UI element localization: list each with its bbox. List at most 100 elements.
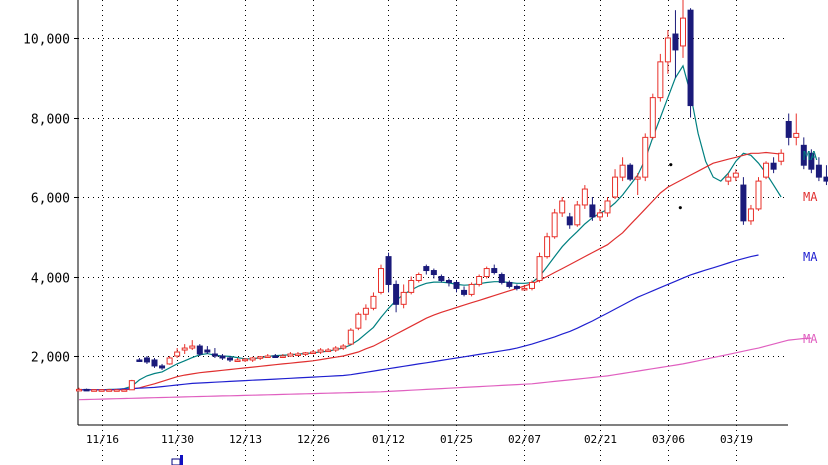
candlestick — [657, 53, 664, 102]
candlestick — [294, 352, 301, 357]
x-tick-label: 01/12 — [372, 433, 405, 446]
bottom-axis-marker — [171, 455, 183, 465]
candlestick — [551, 208, 558, 239]
ma-line — [79, 151, 782, 391]
candlestick — [272, 354, 279, 358]
candlestick — [589, 197, 596, 221]
candlestick — [491, 264, 498, 275]
candlestick — [83, 388, 90, 392]
candlestick — [317, 348, 324, 355]
candlestick — [574, 200, 581, 227]
x-tick-label: 01/25 — [440, 433, 473, 446]
candlestick — [211, 348, 218, 358]
candlestick — [113, 388, 120, 392]
ma-line — [79, 64, 782, 391]
candlestick — [408, 276, 415, 295]
candlestick — [596, 208, 603, 221]
candlestick — [279, 354, 286, 358]
candlestick — [189, 340, 196, 351]
candlestick — [151, 357, 158, 368]
y-tick-label: 8,000 — [31, 113, 70, 128]
candlestick — [740, 177, 747, 225]
candlestick — [76, 387, 82, 392]
candlestick — [400, 284, 407, 309]
candlestick — [385, 252, 392, 293]
candlestick — [793, 113, 800, 146]
x-tick-label: 12/13 — [229, 433, 262, 446]
ma-legend-label: MA — [803, 190, 818, 204]
candlestick — [604, 197, 611, 217]
candlestick — [815, 157, 822, 182]
candlestick — [415, 272, 422, 283]
candlesticks — [76, 0, 828, 392]
candlestick — [800, 137, 807, 170]
candlestick — [664, 30, 671, 74]
indicator-mark: ∙ — [677, 201, 684, 214]
candlestick — [747, 204, 754, 225]
candlestick — [770, 157, 777, 174]
candlestick — [498, 272, 505, 285]
candlestick — [340, 344, 347, 351]
candlestick — [559, 197, 566, 217]
y-tick-label: 4,000 — [31, 272, 70, 287]
candlestick — [332, 346, 339, 353]
candlestick — [242, 357, 249, 362]
candlestick — [642, 133, 649, 182]
candlestick — [544, 232, 551, 259]
candlestick — [468, 282, 475, 297]
candlestick — [823, 165, 828, 186]
ma-line — [79, 254, 759, 391]
y-axis: 2,000 4,000 6,000 8,000 10,000 — [23, 0, 79, 425]
y-tick-label: 6,000 — [31, 192, 70, 207]
candlestick — [257, 356, 264, 360]
candlestick — [430, 268, 437, 279]
candlestick — [423, 264, 430, 275]
chart-gridlines — [78, 0, 788, 465]
ma-legend-label: MA — [803, 149, 818, 163]
candlestick — [325, 348, 332, 353]
indicator-mark: ∙ — [667, 158, 674, 171]
candlestick — [529, 280, 535, 291]
candlestick — [521, 286, 528, 291]
candlestick — [732, 169, 739, 182]
candlestick — [196, 344, 203, 356]
candlestick — [91, 388, 98, 392]
candlestick — [264, 354, 271, 358]
candlestick — [234, 357, 241, 362]
candlestick — [121, 388, 128, 392]
x-tick-label: 02/21 — [584, 433, 617, 446]
candlestick — [362, 304, 369, 321]
candlestick — [672, 10, 679, 78]
x-tick-label: 03/19 — [720, 433, 753, 446]
candlestick — [378, 264, 384, 295]
indicator-markers: ∙∙ — [667, 158, 683, 214]
moving-average-lines — [78, 64, 812, 401]
candlestick — [536, 252, 543, 283]
candlestick — [725, 173, 732, 186]
candlestick — [287, 352, 294, 357]
candlestick — [763, 161, 770, 180]
candlestick — [106, 388, 113, 392]
candlestick — [128, 379, 135, 391]
x-tick-label: 12/26 — [297, 433, 330, 446]
candlestick — [445, 278, 452, 287]
candlestick — [219, 354, 226, 360]
ma-legend-label: MA — [803, 250, 818, 264]
candlestick — [612, 169, 619, 199]
candlestick — [347, 328, 354, 345]
candlestick — [370, 292, 377, 311]
candlestick — [778, 149, 785, 166]
candlestick — [438, 274, 445, 283]
candlestick — [159, 363, 166, 370]
ma-line — [78, 337, 812, 401]
candlestick — [166, 356, 173, 365]
x-tick-label: 11/30 — [161, 433, 194, 446]
candlestick — [680, 0, 686, 58]
candlestick — [476, 274, 483, 287]
candlestick — [310, 350, 317, 355]
ma-legend-label: MA — [803, 332, 818, 346]
candlestick — [627, 163, 634, 182]
candlestick — [506, 280, 513, 289]
candlestick — [453, 280, 460, 293]
candlestick — [136, 357, 143, 362]
